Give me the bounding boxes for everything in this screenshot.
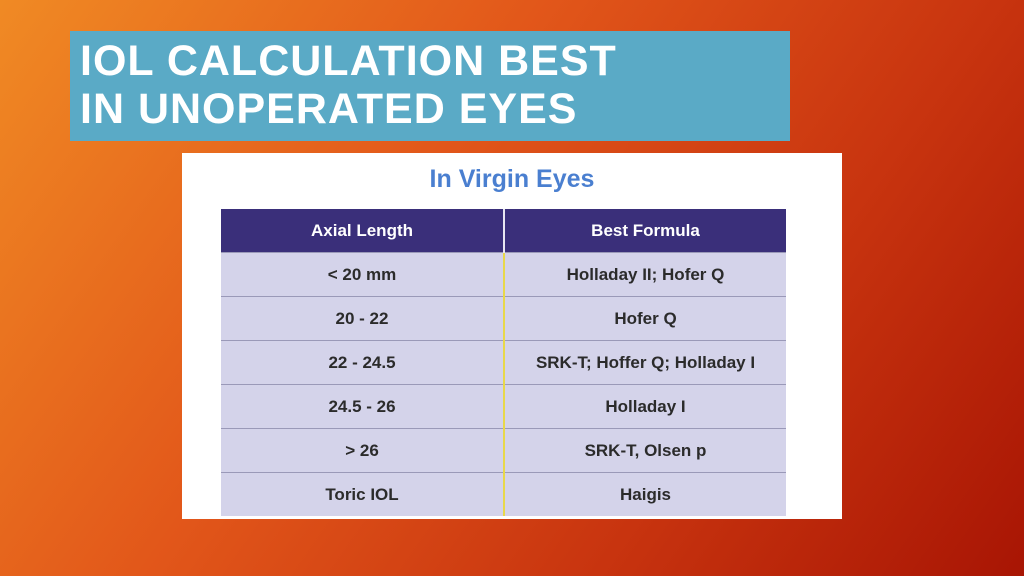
table-row: < 20 mm Holladay II; Hofer Q [221, 252, 786, 297]
table-row: 22 - 24.5 SRK-T; Hoffer Q; Holladay I [221, 340, 786, 385]
table-row: 20 - 22 Hofer Q [221, 296, 786, 341]
formula-table: Axial Length Best Formula < 20 mm Hollad… [221, 209, 786, 516]
table-row: Toric IOL Haigis [221, 472, 786, 516]
slide-title: IOL CALCULATION BEST IN UNOPERATED EYES [70, 31, 790, 141]
header-axial-length: Axial Length [221, 209, 505, 253]
header-best-formula: Best Formula [504, 209, 786, 253]
cell-axial-length: Toric IOL [221, 472, 505, 516]
cell-axial-length: 20 - 22 [221, 296, 505, 341]
cell-axial-length: 24.5 - 26 [221, 384, 505, 429]
cell-best-formula: Holladay I [504, 384, 786, 429]
cell-axial-length: > 26 [221, 428, 505, 473]
slide-title-line-1: IOL CALCULATION BEST [80, 37, 617, 85]
cell-best-formula: SRK-T, Olsen p [504, 428, 786, 473]
panel-heading: In Virgin Eyes [429, 165, 595, 193]
table-row: > 26 SRK-T, Olsen p [221, 428, 786, 473]
slide-title-line-2: IN UNOPERATED EYES [80, 85, 578, 133]
cell-axial-length: < 20 mm [221, 252, 505, 297]
table-row: 24.5 - 26 Holladay I [221, 384, 786, 429]
cell-axial-length: 22 - 24.5 [221, 340, 505, 385]
table-header-row: Axial Length Best Formula [221, 209, 786, 253]
cell-best-formula: Hofer Q [504, 296, 786, 341]
cell-best-formula: Holladay II; Hofer Q [504, 252, 786, 297]
cell-best-formula: SRK-T; Hoffer Q; Holladay I [504, 340, 786, 385]
cell-best-formula: Haigis [504, 472, 786, 516]
table-panel: In Virgin Eyes Axial Length Best Formula… [182, 153, 842, 519]
